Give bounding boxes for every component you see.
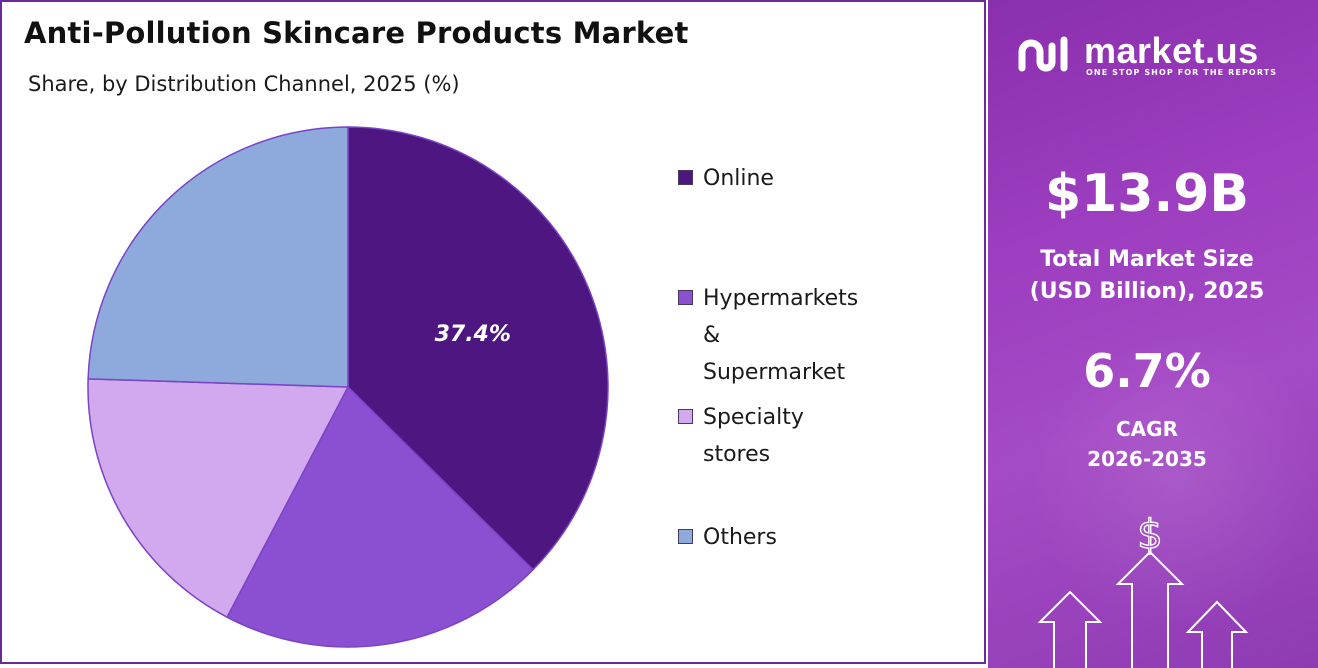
- legend-swatch-hypermarkets: [678, 290, 693, 305]
- cagr-label: CAGR: [1116, 417, 1178, 441]
- legend-label-specialty-stores: Specialty stores: [703, 405, 804, 467]
- chart-subtitle: Share, by Distribution Channel, 2025 (%): [28, 72, 460, 96]
- brand-tagline: ONE STOP SHOP FOR THE REPORTS: [1086, 68, 1278, 77]
- legend-label-hypermarkets: Hypermarkets & Supermarket: [703, 286, 859, 385]
- legend-label-others: Others: [703, 525, 777, 550]
- cagr-value: 6.7%: [1083, 344, 1211, 398]
- growth-arrows-graphic: $: [1037, 511, 1249, 668]
- chart-title: Anti-Pollution Skincare Products Market: [24, 16, 689, 50]
- cagr-period: 2026-2035: [1087, 447, 1207, 471]
- brand-logo: market.us ONE STOP SHOP FOR THE REPORTS: [1016, 32, 1296, 82]
- data-label-online: 37.4%: [435, 322, 511, 347]
- legend-label-online: Online: [703, 166, 774, 191]
- panel-background-glow: [1028, 330, 1318, 630]
- market-size-value: $13.9B: [1044, 164, 1250, 224]
- pie-slice-online: [347, 126, 609, 571]
- legend-swatch-online: [678, 170, 693, 185]
- pie-slice-others: [87, 126, 349, 388]
- brand-name: market.us: [1084, 30, 1259, 71]
- pie-slice-specialty-stores: [87, 378, 350, 619]
- growth-arrow-center-icon: [1115, 550, 1185, 668]
- cagr-block: CAGR 2026-2035: [988, 414, 1306, 474]
- pie-chart: 37.4%: [87, 126, 609, 648]
- growth-arrow-right-icon: [1185, 600, 1249, 668]
- pie-slice-hypermarkets: [226, 385, 535, 648]
- growth-arrow-left-icon: [1037, 590, 1103, 668]
- summary-panel: market.us ONE STOP SHOP FOR THE REPORTS …: [988, 0, 1318, 668]
- market-us-logo-icon: [1018, 36, 1068, 72]
- market-size-label: Total Market Size (USD Billion), 2025: [1029, 247, 1265, 304]
- legend-swatch-specialty-stores: [678, 409, 693, 424]
- chart-panel: Anti-Pollution Skincare Products Market …: [0, 0, 986, 664]
- legend-swatch-others: [678, 529, 693, 544]
